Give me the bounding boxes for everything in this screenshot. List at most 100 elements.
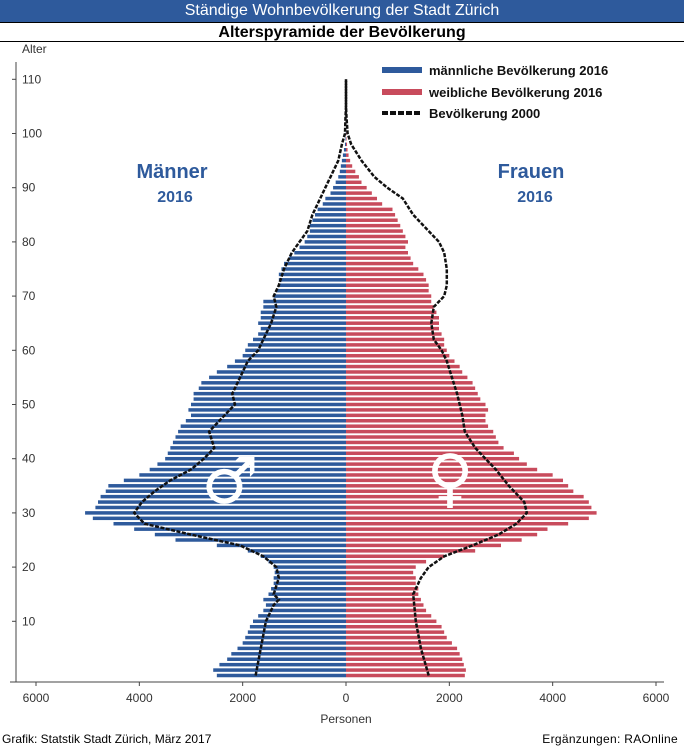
male-bar [245,348,346,353]
male-2000-line [132,79,348,676]
female-bar [346,467,538,472]
female-bar [346,299,432,304]
male-bar [309,229,346,233]
male-bar [294,250,346,255]
male-bar [263,608,346,613]
female-bar [346,267,419,271]
female-bar [346,240,408,244]
female-bar [346,402,486,407]
legend: männliche Bevölkerung 2016 weibliche Bev… [382,63,608,121]
female-bar [346,381,473,385]
male-bar [219,662,346,667]
male-bar [258,321,346,325]
female-bar [346,516,589,521]
male-bar [260,316,346,320]
male-bar [335,180,346,185]
chart-subtitle: Alterspyramide der Bevölkerung [0,22,684,42]
female-bar [346,364,460,369]
male-bar [278,278,346,282]
female-bar [346,218,398,222]
male-bar [317,207,346,212]
male-bar [345,137,346,141]
female-bar [346,543,501,548]
female-bar [346,223,401,228]
female-bar [346,321,439,325]
female-bar [346,565,416,569]
male-bar [333,185,346,190]
lines-layer [132,79,529,676]
x-tick-label: 0 [343,691,350,705]
y-tick-label: 50 [22,398,36,412]
female-bar [346,624,442,629]
female-bar [346,419,486,423]
female-bar [346,538,522,542]
female-bar [346,462,527,466]
female-bar [346,549,476,553]
y-tick-label: 10 [22,614,36,628]
female-bar [346,169,356,174]
female-bar [346,614,432,618]
male-bar [180,424,346,428]
male-bar [185,419,346,423]
women-label: Frauen [498,161,565,183]
x-tick-label: 4000 [126,691,153,705]
male-bar [278,272,346,277]
male-bar [213,668,346,672]
female-bar [346,343,445,347]
male-bar [198,386,346,390]
male-bar [265,603,346,607]
female-bar [346,191,372,195]
male-bar [343,148,346,152]
x-axis-label: Personen [320,712,371,726]
y-tick-label: 30 [22,506,36,520]
x-tick-label: 6000 [643,691,670,705]
male-bar [273,576,346,580]
male-bar [242,641,346,645]
female-bar [346,229,403,233]
female-bar [346,142,348,147]
female-bar [346,272,424,277]
female-bar [346,164,353,168]
male-bar [340,164,346,168]
female-bar [346,185,367,190]
female-bar [346,532,538,537]
legend-swatch-male [382,67,422,73]
male-bar [157,462,346,466]
male-bar [263,305,346,309]
female-bar [346,283,429,288]
female-bar [346,597,421,602]
female-bar [346,608,427,613]
female-bar [346,261,414,266]
male-bar [242,353,346,358]
bars-layer [85,131,597,678]
men-label: Männer [136,161,207,183]
male-bar [216,370,346,374]
female-bar [346,559,427,564]
female-bar [346,440,499,445]
male-bar [113,521,346,526]
male-bar [188,408,346,412]
female-bar [346,310,437,315]
male-bar [274,570,346,575]
source-note: Grafik: Statstik Stadt Zürich, März 2017 [2,732,212,746]
male-bar [309,223,346,228]
female-bar [346,288,429,293]
male-bar [249,624,346,629]
male-bar [338,175,346,179]
male-bar [165,456,346,461]
female-bar [346,494,584,499]
male-bar [234,359,346,363]
male-bar [260,554,346,559]
male-bar [170,446,346,450]
male-bar [216,673,346,678]
female-bar [346,505,592,510]
female-bar [346,662,464,667]
male-bar [191,413,346,418]
female-bar [346,316,439,320]
male-bar [276,288,346,293]
female-bar [346,657,463,661]
male-bar [100,494,346,499]
female-bar [346,446,504,450]
female-bar [346,673,465,678]
